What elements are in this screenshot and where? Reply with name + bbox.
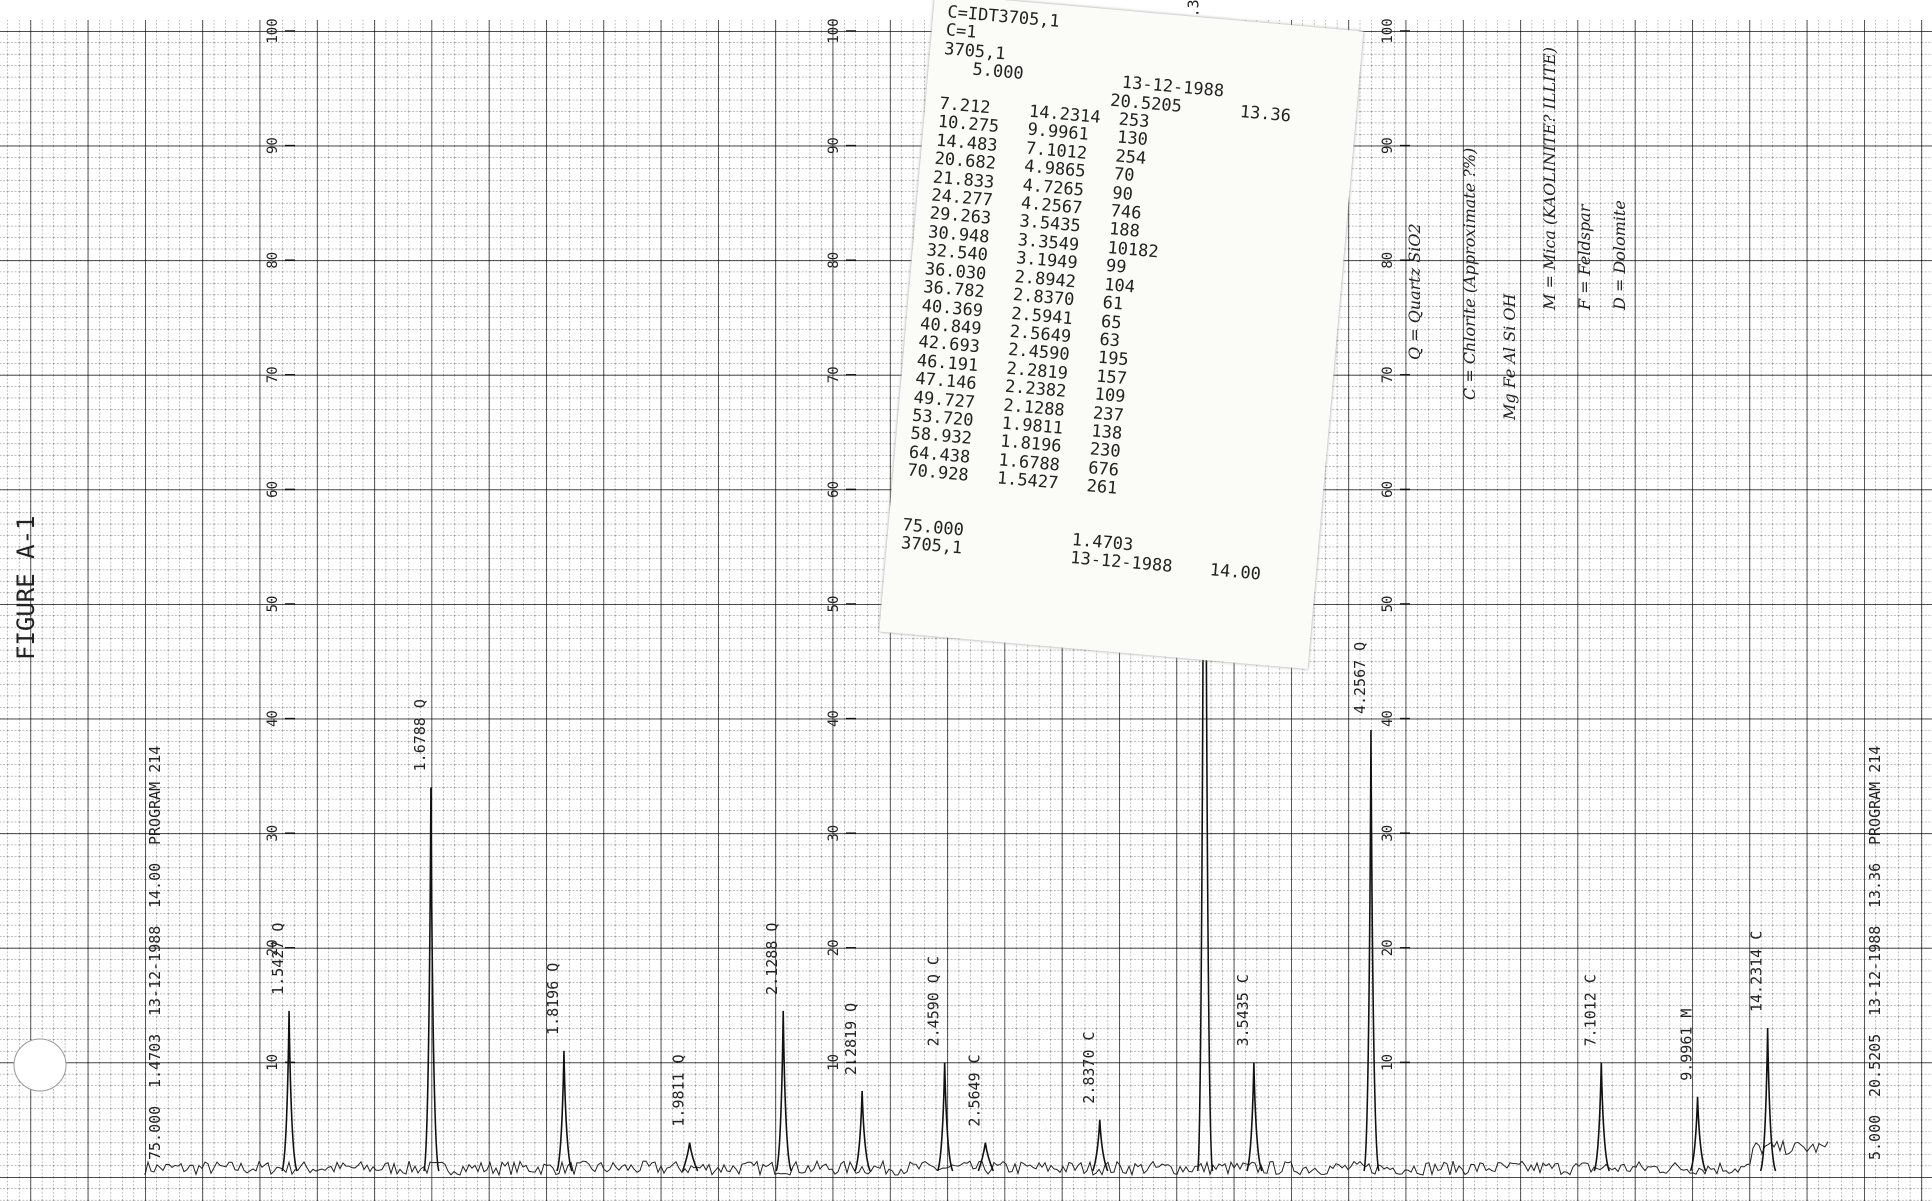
y-tick-label: 50	[1380, 596, 1396, 613]
note: M = Mica (KAOLINITE? ILLITE)	[1540, 47, 1559, 311]
y-tick-label: 100	[1380, 18, 1396, 43]
note: C = Chlorite (Approximate ?%)	[1460, 148, 1479, 400]
y-tick-label: 70	[265, 366, 281, 383]
figure-label: FIGURE A-1	[12, 516, 40, 661]
stamp-text: 20.5205	[1866, 1034, 1884, 1097]
y-tick-label: 40	[1380, 710, 1396, 727]
y-tick-label: 20	[1380, 939, 1396, 956]
peak-label: 2.1288 Q	[763, 923, 781, 995]
y-tick-label: 90	[826, 137, 842, 154]
y-tick-label: 30	[826, 825, 842, 842]
y-tick-label: 10	[1380, 1054, 1396, 1071]
note: F = Feldspar	[1575, 203, 1594, 311]
stamp-text: PROGRAM 214	[1866, 746, 1884, 845]
y-tick-label: 60	[1380, 481, 1396, 498]
stamp-text: 75.000	[146, 1106, 164, 1160]
stamp-text: 13-12-1988	[146, 926, 164, 1016]
page: { "figure_label": "FIGURE A-1", "chart_d…	[0, 0, 1932, 1201]
peak-label: 2.5649 C	[965, 1054, 983, 1126]
y-tick-label: 100	[265, 18, 281, 43]
peak-label: 1.5427 Q	[269, 923, 287, 995]
y-tick-label: 10	[265, 1054, 281, 1071]
peak-label: 9.9961 M	[1678, 1009, 1696, 1081]
y-tick-label: 30	[1380, 825, 1396, 842]
y-tick-label: 40	[826, 710, 842, 727]
peak-label: 14.2314 C	[1748, 931, 1766, 1012]
peak-label: 2.8370 C	[1080, 1031, 1098, 1103]
y-tick-label: 70	[1380, 366, 1396, 383]
peak-label: 3.5435 C	[1234, 974, 1252, 1046]
y-tick-label: 60	[265, 481, 281, 498]
peak-label: 2.4590 Q C	[925, 956, 943, 1046]
y-tick-label: 50	[826, 596, 842, 613]
punch-hole	[14, 1039, 66, 1091]
y-tick-label: 50	[265, 596, 281, 613]
peak-label: 4.2567 Q	[1351, 642, 1369, 714]
y-tick-label: 10	[826, 1054, 842, 1071]
note: Q = Quartz SiO2	[1405, 223, 1424, 360]
y-tick-label: 100	[826, 18, 842, 43]
y-tick-label: 20	[826, 939, 842, 956]
peak-label: 2.2819 Q	[842, 1003, 860, 1075]
y-tick-label: 90	[265, 137, 281, 154]
note: D = Dolomite	[1610, 200, 1629, 311]
y-tick-label: 30	[265, 825, 281, 842]
stamp-text: 5.000	[1866, 1115, 1884, 1160]
printout-cell: 14.00	[1209, 561, 1270, 585]
y-tick-label: 70	[826, 366, 842, 383]
note: Mg Fe Al Si OH	[1500, 292, 1519, 421]
peak-label: 1.9811 Q	[670, 1054, 688, 1126]
stamp-text: PROGRAM 214	[146, 746, 164, 845]
stamp-text: 13.36	[1866, 863, 1884, 908]
stamp-text: 13-12-1988	[1866, 926, 1884, 1016]
y-tick-label: 80	[265, 252, 281, 269]
stamp-text: 14.00	[146, 863, 164, 908]
y-tick-label: 80	[1380, 252, 1396, 269]
y-tick-label: 40	[265, 710, 281, 727]
stamp-text: 1.4703	[146, 1034, 164, 1088]
y-tick-label: 80	[826, 252, 842, 269]
peak-label: 7.1012 C	[1581, 974, 1599, 1046]
peak-label: 1.6788 Q	[411, 699, 429, 771]
y-tick-label: 60	[826, 481, 842, 498]
peak-label: 1.8196 Q	[544, 963, 562, 1035]
y-tick-label: 90	[1380, 137, 1396, 154]
